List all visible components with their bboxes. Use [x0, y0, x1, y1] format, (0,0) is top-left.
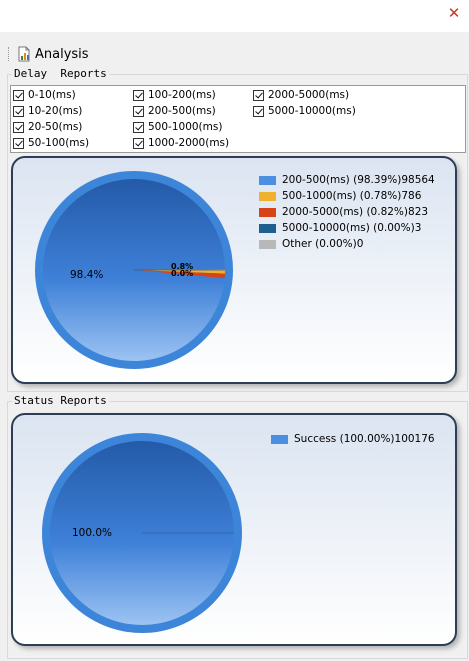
checkbox-500-1000[interactable]: 500-1000(ms): [133, 120, 222, 134]
toolbar: Analysis: [6, 43, 465, 65]
checkbox-20-50[interactable]: 20-50(ms): [13, 120, 82, 134]
checkbox-box[interactable]: [253, 89, 264, 101]
checkbox-label: 5000-10000(ms): [268, 105, 356, 117]
status-reports-title: Status Reports: [12, 394, 109, 407]
checkbox-label: 100-200(ms): [148, 89, 216, 101]
checkbox-label: 50-100(ms): [28, 137, 90, 149]
legend-swatch: [259, 239, 276, 249]
legend-swatch: [259, 175, 276, 185]
checkbox-2000-5000[interactable]: 2000-5000(ms): [253, 88, 349, 102]
checkbox-box[interactable]: [133, 89, 144, 101]
delay-reports-title: Delay Reports: [12, 67, 109, 80]
checkbox-label: 200-500(ms): [148, 105, 216, 117]
checkbox-1000-2000[interactable]: 1000-2000(ms): [133, 136, 229, 150]
close-icon[interactable]: ✕: [447, 4, 461, 22]
legend-item: 500-1000(ms) (0.78%)786: [259, 188, 435, 204]
pie-slice-5000-10000-ms-[interactable]: [134, 270, 225, 279]
checkbox-label: 2000-5000(ms): [268, 89, 350, 101]
status-chart-panel: 100.0% Success (100.00%)100176: [11, 413, 457, 646]
checkbox-label: 10-20(ms): [28, 105, 83, 117]
checkbox-label: 20-50(ms): [28, 121, 83, 133]
checkbox-box[interactable]: [13, 137, 24, 149]
delay-pie-chart[interactable]: [13, 158, 455, 382]
checkbox-box[interactable]: [13, 105, 24, 117]
pie-label-main: 98.4%: [70, 269, 104, 281]
checkbox-100-200[interactable]: 100-200(ms): [133, 88, 216, 102]
checkbox-label: 1000-2000(ms): [148, 137, 230, 149]
legend-label: 2000-5000(ms) (0.82%)823: [282, 206, 429, 218]
legend-label: Other (0.00%)0: [282, 238, 364, 250]
legend-swatch: [259, 191, 276, 201]
toolbar-grip[interactable]: [8, 47, 11, 61]
checkbox-box[interactable]: [133, 121, 144, 133]
legend-item: Other (0.00%)0: [259, 236, 435, 252]
checkbox-10-20[interactable]: 10-20(ms): [13, 104, 82, 118]
pie-label-small: 0.8%: [171, 262, 194, 271]
delay-filter-checkboxes: 0-10(ms) 100-200(ms) 2000-5000(ms) 10-20…: [10, 85, 466, 153]
checkbox-5000-10000[interactable]: 5000-10000(ms): [253, 104, 356, 118]
analysis-label: Analysis: [35, 46, 89, 62]
pie-label-main: 100.0%: [72, 527, 113, 539]
chart-document-icon: [18, 46, 30, 62]
analysis-button[interactable]: Analysis: [16, 43, 89, 65]
checkbox-label: 0-10(ms): [28, 89, 76, 101]
checkbox-box[interactable]: [133, 105, 144, 117]
pie-slice-2000-5000-ms-[interactable]: [134, 270, 225, 279]
checkbox-box[interactable]: [253, 105, 264, 117]
legend-item: Success (100.00%)100176: [271, 431, 435, 447]
status-legend: Success (100.00%)100176: [271, 431, 435, 447]
legend-swatch: [271, 434, 288, 444]
legend-item: 200-500(ms) (98.39%)98564: [259, 172, 435, 188]
checkbox-0-10[interactable]: 0-10(ms): [13, 88, 76, 102]
legend-label: 500-1000(ms) (0.78%)786: [282, 190, 422, 202]
checkbox-200-500[interactable]: 200-500(ms): [133, 104, 216, 118]
legend-label: Success (100.00%)100176: [294, 433, 435, 445]
status-pie-chart[interactable]: [13, 415, 455, 644]
pie-label-small-2: 0.0%: [171, 269, 194, 278]
legend-label: 5000-10000(ms) (0.00%)3: [282, 222, 422, 234]
checkbox-box[interactable]: [13, 89, 24, 101]
legend-swatch: [259, 207, 276, 217]
delay-legend: 200-500(ms) (98.39%)98564 500-1000(ms) (…: [259, 172, 435, 252]
checkbox-label: 500-1000(ms): [148, 121, 223, 133]
title-bar: ✕: [0, 0, 469, 32]
checkbox-box[interactable]: [13, 121, 24, 133]
delay-chart-panel: 98.4% 0.8% 0.0% 200-500(ms) (98.39%)9856…: [11, 156, 457, 384]
legend-item: 5000-10000(ms) (0.00%)3: [259, 220, 435, 236]
legend-label: 200-500(ms) (98.39%)98564: [282, 174, 435, 186]
pie-slice-200-500-ms-[interactable]: [42, 178, 225, 361]
checkbox-50-100[interactable]: 50-100(ms): [13, 136, 89, 150]
legend-item: 2000-5000(ms) (0.82%)823: [259, 204, 435, 220]
legend-swatch: [259, 223, 276, 233]
checkbox-box[interactable]: [133, 137, 144, 149]
